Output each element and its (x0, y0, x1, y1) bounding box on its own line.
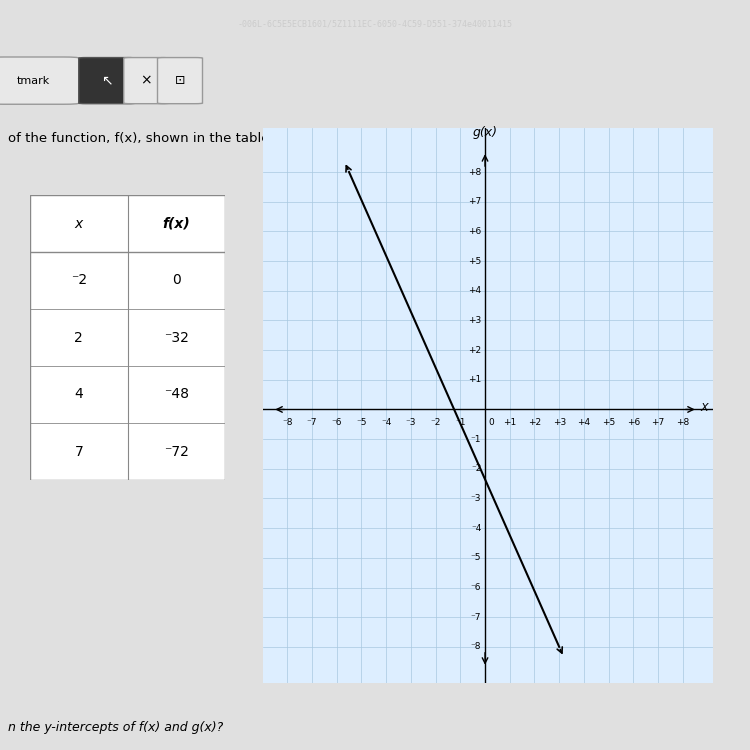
Text: +6: +6 (468, 227, 482, 236)
Text: ×: × (140, 74, 152, 88)
Text: ⁻32: ⁻32 (164, 331, 189, 344)
Text: ⁻8: ⁻8 (282, 419, 292, 428)
FancyBboxPatch shape (124, 58, 169, 104)
Text: +1: +1 (468, 375, 482, 384)
Text: ⁻5: ⁻5 (471, 554, 482, 562)
Text: ⁻1: ⁻1 (471, 435, 482, 444)
Text: ⁻8: ⁻8 (471, 643, 482, 652)
Text: ⁻6: ⁻6 (332, 419, 342, 428)
Text: ⁻1: ⁻1 (455, 419, 466, 428)
Text: ⁻6: ⁻6 (471, 583, 482, 592)
Text: ⁻7: ⁻7 (471, 613, 482, 622)
Text: ⁻2: ⁻2 (70, 274, 87, 287)
Text: +2: +2 (468, 346, 482, 355)
Text: f(x): f(x) (162, 217, 190, 230)
FancyBboxPatch shape (0, 57, 79, 104)
Text: tmark: tmark (17, 76, 50, 86)
Text: +5: +5 (468, 256, 482, 265)
Text: +3: +3 (553, 419, 566, 428)
Text: ⁻7: ⁻7 (307, 419, 317, 428)
Text: 0: 0 (488, 419, 494, 428)
Text: +5: +5 (602, 419, 615, 428)
Text: of the function, f(x), shown in the table below to the y-intercept of the functi: of the function, f(x), shown in the tabl… (8, 132, 533, 145)
Text: 0: 0 (172, 274, 181, 287)
Text: +8: +8 (468, 167, 482, 176)
Text: 2: 2 (74, 331, 83, 344)
Text: ⊡: ⊡ (175, 74, 185, 87)
Text: n the y-intercepts of f(x) and g(x)?: n the y-intercepts of f(x) and g(x)? (8, 722, 223, 734)
Text: +6: +6 (627, 419, 640, 428)
Text: +1: +1 (503, 419, 517, 428)
Text: ⁻4: ⁻4 (381, 419, 392, 428)
Text: g(x): g(x) (472, 126, 497, 140)
Text: +2: +2 (528, 419, 541, 428)
Text: 7: 7 (74, 445, 83, 458)
FancyBboxPatch shape (158, 58, 203, 104)
Text: X: X (700, 403, 708, 413)
Text: +7: +7 (652, 419, 664, 428)
Text: +4: +4 (578, 419, 590, 428)
Text: +3: +3 (468, 316, 482, 325)
Text: 4: 4 (74, 388, 83, 401)
Text: ⁻4: ⁻4 (471, 524, 482, 532)
Text: ⁻3: ⁻3 (471, 494, 482, 503)
Text: ⁻5: ⁻5 (356, 419, 367, 428)
Text: ⁻2: ⁻2 (430, 419, 441, 428)
Text: -006L-6C5E5ECB1601/5Z1111EC-6050-4C59-D551-374e40011415: -006L-6C5E5ECB1601/5Z1111EC-6050-4C59-D5… (238, 20, 512, 28)
Text: ⁻48: ⁻48 (164, 388, 189, 401)
Text: ↖: ↖ (101, 74, 113, 88)
Text: +8: +8 (676, 419, 689, 428)
Text: +7: +7 (468, 197, 482, 206)
FancyBboxPatch shape (79, 58, 135, 104)
Text: ⁻2: ⁻2 (471, 464, 482, 473)
Text: ⁻3: ⁻3 (406, 419, 416, 428)
Text: ⁻72: ⁻72 (164, 445, 189, 458)
Text: +4: +4 (468, 286, 482, 296)
Text: x: x (74, 217, 82, 230)
